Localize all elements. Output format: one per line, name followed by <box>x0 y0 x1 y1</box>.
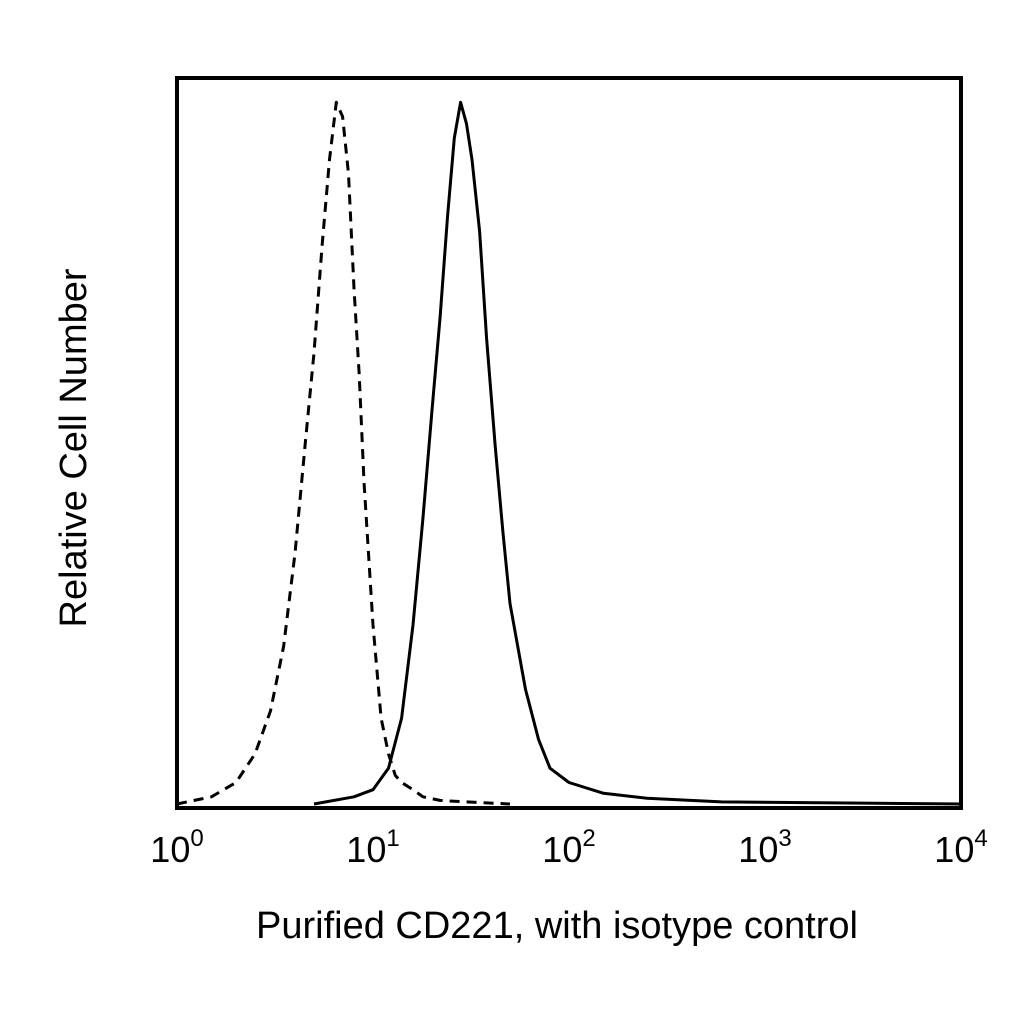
x-tick-label: 100 <box>150 825 203 870</box>
x-tick-label: 103 <box>738 825 791 870</box>
series-layer <box>176 100 962 806</box>
plot-frame <box>175 76 963 810</box>
x-axis-title: Purified CD221, with isotype control <box>256 905 858 947</box>
x-tick-label: 104 <box>934 825 987 870</box>
x-tick-label: 101 <box>346 825 399 870</box>
isotype-control-series <box>176 100 511 806</box>
y-axis-title: Relative Cell Number <box>53 268 95 627</box>
x-tick-labels: 100 101 102 103 104 <box>150 825 987 870</box>
cd221-series <box>313 100 962 806</box>
x-tick-label: 102 <box>542 825 595 870</box>
